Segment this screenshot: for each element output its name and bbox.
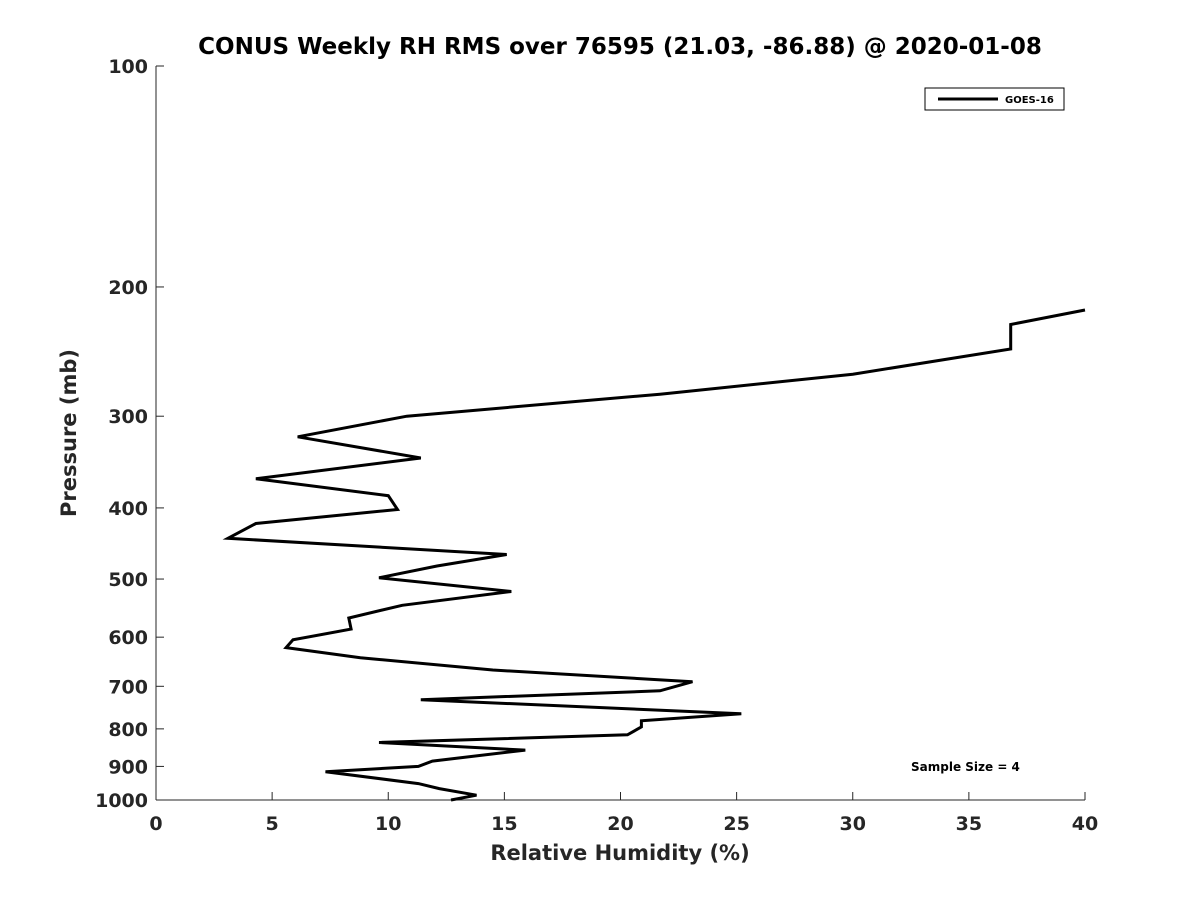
x-tick-label: 25: [723, 813, 749, 835]
y-tick-label: 800: [108, 719, 148, 741]
x-tick-label: 10: [375, 813, 401, 835]
x-ticks: 0 5 10 15 20 25 30 35 40: [149, 792, 1098, 835]
y-tick-label: 700: [108, 676, 148, 698]
y-tick-label: 500: [108, 569, 148, 591]
y-tick-label: 100: [108, 56, 148, 78]
y-ticks: 100 200 300 400 500 600 700 800 900 1000: [95, 56, 164, 812]
y-tick-label: 600: [108, 627, 148, 649]
x-axis-label: Relative Humidity (%): [490, 841, 749, 865]
y-tick-label: 200: [108, 277, 148, 299]
x-tick-label: 30: [840, 813, 866, 835]
x-tick-label: 5: [266, 813, 279, 835]
plot-area: 0 5 10 15 20 25 30 35 40 100 200 300 400 500 600 700 80…: [95, 56, 1098, 835]
x-tick-label: 20: [607, 813, 633, 835]
sample-size-annotation: Sample Size = 4: [911, 760, 1020, 774]
series-line-goes-16: [222, 308, 1086, 802]
y-tick-label: 900: [108, 756, 148, 778]
y-axis-label: Pressure (mb): [57, 349, 81, 517]
y-tick-label: 300: [108, 406, 148, 428]
chart-title: CONUS Weekly RH RMS over 76595 (21.03, -…: [198, 34, 1042, 60]
x-tick-label: 35: [956, 813, 982, 835]
x-tick-label: 0: [149, 813, 162, 835]
x-tick-label: 15: [491, 813, 517, 835]
y-tick-label: 400: [108, 498, 148, 520]
legend: GOES-16: [924, 87, 1065, 111]
y-tick-label: 1000: [95, 790, 148, 812]
x-tick-label: 40: [1072, 813, 1098, 835]
legend-label-goes-16: GOES-16: [1005, 95, 1054, 106]
series-layer: [222, 308, 1086, 802]
